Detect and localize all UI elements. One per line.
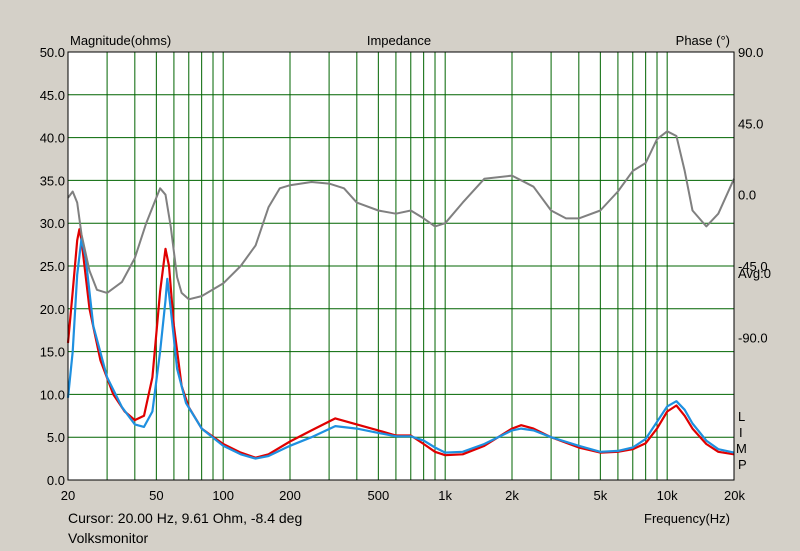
magnitude-blue-line (66, 237, 735, 460)
plot-border (67, 51, 735, 481)
app-name: Volksmonitor (68, 530, 149, 546)
legend-letter-m: M (736, 441, 747, 456)
cursor-readout: Cursor: 20.00 Hz, 9.61 Ohm, -8.4 deg (68, 510, 303, 526)
y-tick-label: 30.0 (40, 216, 65, 231)
x-tick-label: 50 (149, 488, 163, 503)
y-tick-label: 10.0 (40, 387, 65, 402)
x-tick-label: 500 (367, 488, 389, 503)
y-tick-label: 5.0 (47, 430, 65, 445)
legend-letter-i: I (739, 425, 743, 440)
x-tick-label: 5k (593, 488, 607, 503)
y-tick-label: 45.0 (40, 88, 65, 103)
phase-tick-label: -90.0 (738, 330, 768, 345)
y-tick-label: 20.0 (40, 302, 65, 317)
tick-labels: 0.0 5.0 10.0 15.0 20.0 25.0 30.0 35.0 40.0 45.0 50… (40, 45, 768, 503)
phase-tick-label: 45.0 (738, 116, 763, 131)
phase-tick-label: 0.0 (738, 188, 756, 203)
legend-letter-p: P (738, 457, 747, 472)
x-tick-label: 100 (212, 488, 234, 503)
x-tick-label: 200 (279, 488, 301, 503)
series-lines (66, 130, 735, 460)
avg-label: Avg:0 (738, 266, 771, 281)
y-tick-label: 25.0 (40, 259, 65, 274)
y-tick-label: 35.0 (40, 173, 65, 188)
x-tick-label: 20 (61, 488, 75, 503)
legend-letter-l: L (738, 409, 745, 424)
phase-line (67, 130, 735, 301)
phase-axis-title: Phase (°) (676, 33, 730, 48)
y-tick-label: 40.0 (40, 131, 65, 146)
phase-tick-label: 90.0 (738, 45, 763, 60)
x-tick-label: 10k (657, 488, 678, 503)
y-tick-label: 50.0 (40, 45, 65, 60)
chart-title: Impedance (367, 33, 431, 48)
y-tick-label: 15.0 (40, 345, 65, 360)
x-tick-label: 20k (724, 488, 745, 503)
x-tick-label: 1k (438, 488, 452, 503)
grid-lines (68, 52, 734, 480)
y-axis-title: Magnitude(ohms) (70, 33, 171, 48)
phase-tick-label: -45.0 (738, 259, 768, 274)
x-axis-title: Frequency(Hz) (644, 511, 730, 526)
x-tick-label: 2k (505, 488, 519, 503)
y-tick-label: 0.0 (47, 473, 65, 488)
